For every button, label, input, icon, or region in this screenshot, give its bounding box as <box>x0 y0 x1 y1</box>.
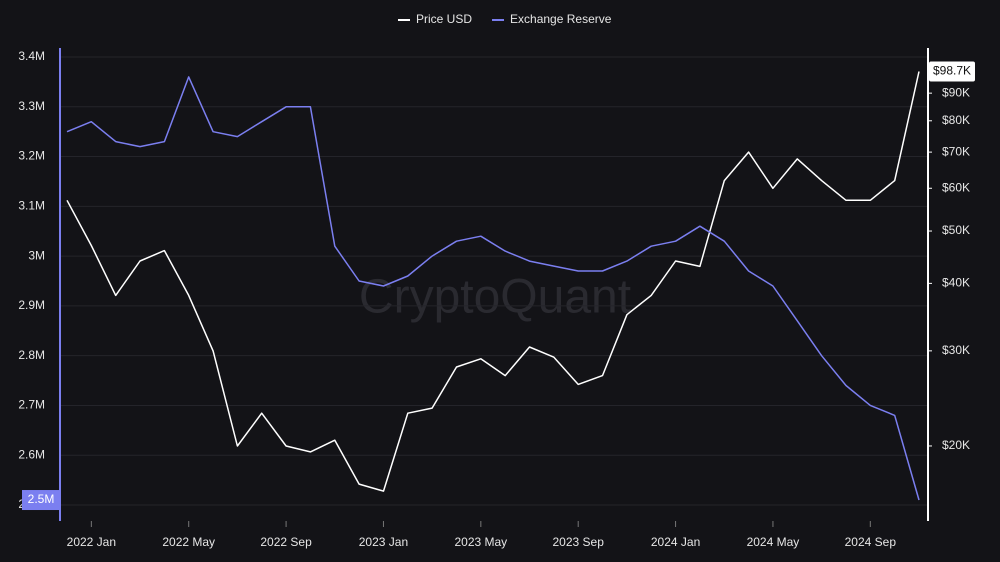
end-label: $98.7K <box>933 64 971 78</box>
x-tick-label: 2023 May <box>454 535 507 549</box>
y-tick-label: 2.8M <box>18 348 45 362</box>
y2-tick-label: $80K <box>942 113 970 127</box>
x-tick-label: 2023 Sep <box>553 535 605 549</box>
y-tick-label: 3M <box>28 248 45 262</box>
y2-tick-label: $70K <box>942 144 970 158</box>
y2-tick-label: $90K <box>942 85 970 99</box>
y2-tick-label: $60K <box>942 180 970 194</box>
y-tick-label: 2.7M <box>18 398 45 412</box>
y-tick-label: 3.1M <box>18 199 45 213</box>
series-line <box>66 71 920 492</box>
end-label-box <box>929 61 975 82</box>
y-tick-label: 2.6M <box>18 447 45 461</box>
x-tick-label: 2024 Sep <box>845 535 897 549</box>
watermark: CryptoQuant <box>359 271 631 324</box>
x-tick-label: 2022 May <box>162 535 215 549</box>
x-tick-label: 2022 Sep <box>260 535 312 549</box>
y-tick-label: 3.3M <box>18 99 45 113</box>
x-tick-label: 2024 May <box>747 535 800 549</box>
x-tick-label: 2024 Jan <box>651 535 700 549</box>
x-tick-label: 2023 Jan <box>359 535 408 549</box>
y-tick-label: 3.2M <box>18 149 45 163</box>
end-label: 2.5M <box>28 492 55 506</box>
legend-label: Price USD <box>416 12 472 26</box>
series-line <box>66 76 920 501</box>
legend-label: Exchange Reserve <box>510 12 612 26</box>
y2-tick-label: $30K <box>942 343 970 357</box>
y-tick-label: 2.9M <box>18 298 45 312</box>
x-tick-label: 2022 Jan <box>67 535 116 549</box>
y-tick-label: 3.4M <box>18 49 45 63</box>
end-label-box <box>22 490 60 511</box>
y2-tick-label: $40K <box>942 276 970 290</box>
y2-tick-label: $20K <box>942 438 970 452</box>
y2-tick-label: $50K <box>942 223 970 237</box>
